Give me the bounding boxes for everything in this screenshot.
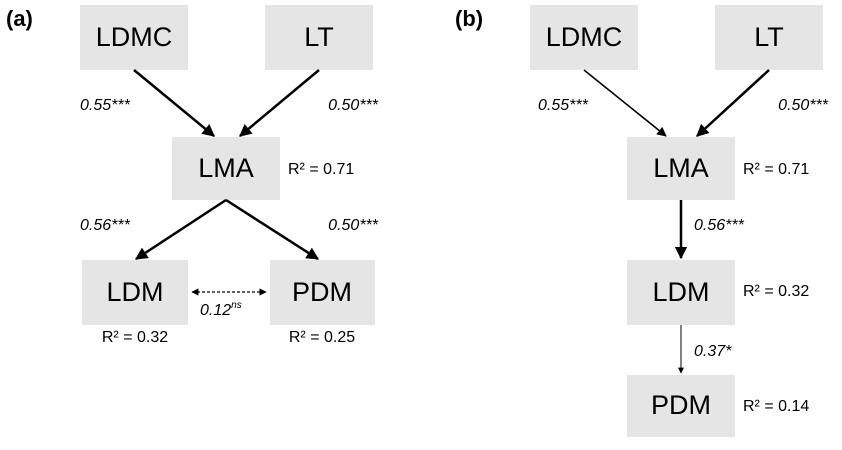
edge-label: 0.55*** [80, 97, 131, 114]
node-box [270, 260, 375, 325]
node-box [627, 137, 735, 200]
r2-label: R² = 0.32 [102, 329, 168, 346]
node-label: PDM [651, 390, 711, 420]
node-box [627, 260, 735, 325]
r2-label: R² = 0.71 [743, 161, 809, 178]
r2-label: R² = 0.14 [743, 398, 809, 415]
edge-label: 0.55*** [538, 97, 589, 114]
edge-label: 0.50*** [778, 97, 829, 114]
arrow [583, 69, 667, 137]
edge-label: 0.50*** [328, 97, 379, 114]
panel-a: (a) LDMC LT LMA R² = 0.71 LDM R² = 0.32 … [6, 5, 379, 346]
r2-label: R² = 0.71 [288, 161, 354, 178]
edge-sup: ns [231, 300, 242, 311]
node-label: LDM [106, 277, 163, 307]
node-box [172, 137, 280, 200]
r2-label: R² = 0.32 [743, 283, 809, 300]
node-box [627, 375, 735, 437]
node-label: LMA [653, 153, 709, 183]
arrow [225, 198, 320, 261]
node-label: LMA [198, 153, 254, 183]
edge-label: 0.56*** [80, 217, 131, 234]
edge-label: 0.12ns [200, 300, 242, 320]
panel-label: (a) [6, 6, 33, 31]
panel-label: (b) [455, 6, 483, 31]
arrow [134, 198, 227, 261]
edge-label: 0.37* [694, 343, 732, 360]
node-label: LT [304, 22, 334, 52]
node-box [82, 260, 188, 325]
node-label: LDMC [96, 22, 173, 52]
r2-label: R² = 0.25 [289, 329, 355, 346]
node-label: LT [754, 22, 784, 52]
node-box [715, 5, 823, 70]
node-box [265, 5, 373, 70]
node-label: LDMC [546, 22, 623, 52]
arrow [696, 69, 770, 137]
arrow [133, 69, 215, 137]
node-label: PDM [292, 277, 352, 307]
arrow [239, 69, 320, 137]
edge-value: 0.12 [200, 302, 231, 319]
edge-label: 0.56*** [694, 217, 745, 234]
node-box [80, 5, 188, 70]
node-label: LDM [652, 277, 709, 307]
edge-label: 0.50*** [328, 217, 379, 234]
panel-b: (b) LDMC LT LMA R² = 0.71 LDM R² = 0.32 … [455, 5, 829, 437]
node-box [530, 5, 638, 70]
